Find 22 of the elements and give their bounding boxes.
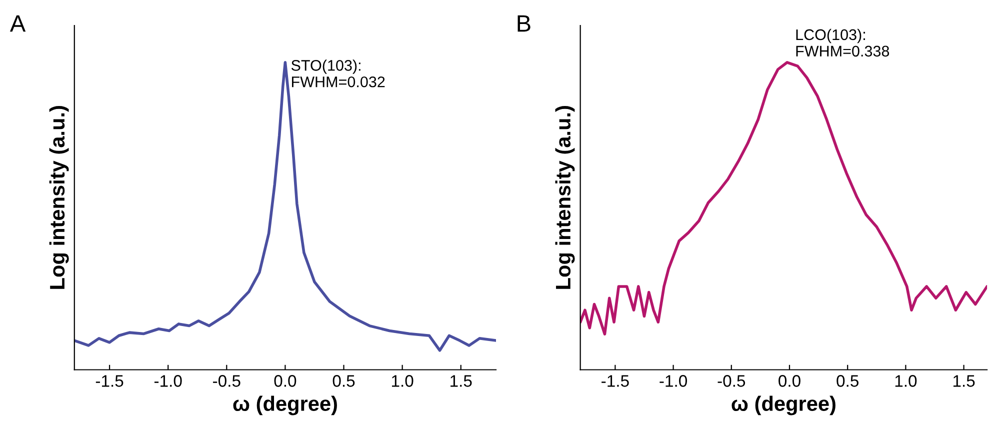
x-tick-label: 0.5	[836, 375, 858, 387]
x-tick-label: 0.5	[332, 375, 355, 387]
annotation: STO(103): FWHM=0.032	[291, 60, 385, 88]
x-tick-label: 1.0	[392, 375, 414, 387]
chart-title: A	[10, 15, 26, 32]
x-tick-label: -1.0	[660, 375, 687, 387]
x-axis-title: ω (degree)	[732, 396, 836, 416]
y-axis-title: Log intensity (a.u.)	[555, 106, 575, 289]
x-tick-label: 1.5	[953, 375, 975, 387]
annotation: LCO(103): FWHM=0.338	[796, 28, 890, 57]
x-tick-label: -1.5	[602, 375, 629, 387]
chart-title: B	[518, 15, 530, 32]
y-axis-title: Log intensity (a.u.)	[49, 106, 69, 289]
x-tick-label: -1.5	[96, 375, 124, 387]
x-axis-title: ω (degree)	[233, 396, 337, 416]
x-tick-label: -1.0	[154, 375, 182, 387]
x-tick-label: 1.5	[450, 375, 472, 387]
x-tick-label: -0.5	[213, 375, 240, 387]
x-tick-label: 0.0	[274, 375, 296, 387]
x-tick-label: 1.0	[895, 375, 917, 387]
x-tick-label: 0.0	[778, 375, 800, 387]
x-tick-label: -0.5	[718, 375, 746, 387]
